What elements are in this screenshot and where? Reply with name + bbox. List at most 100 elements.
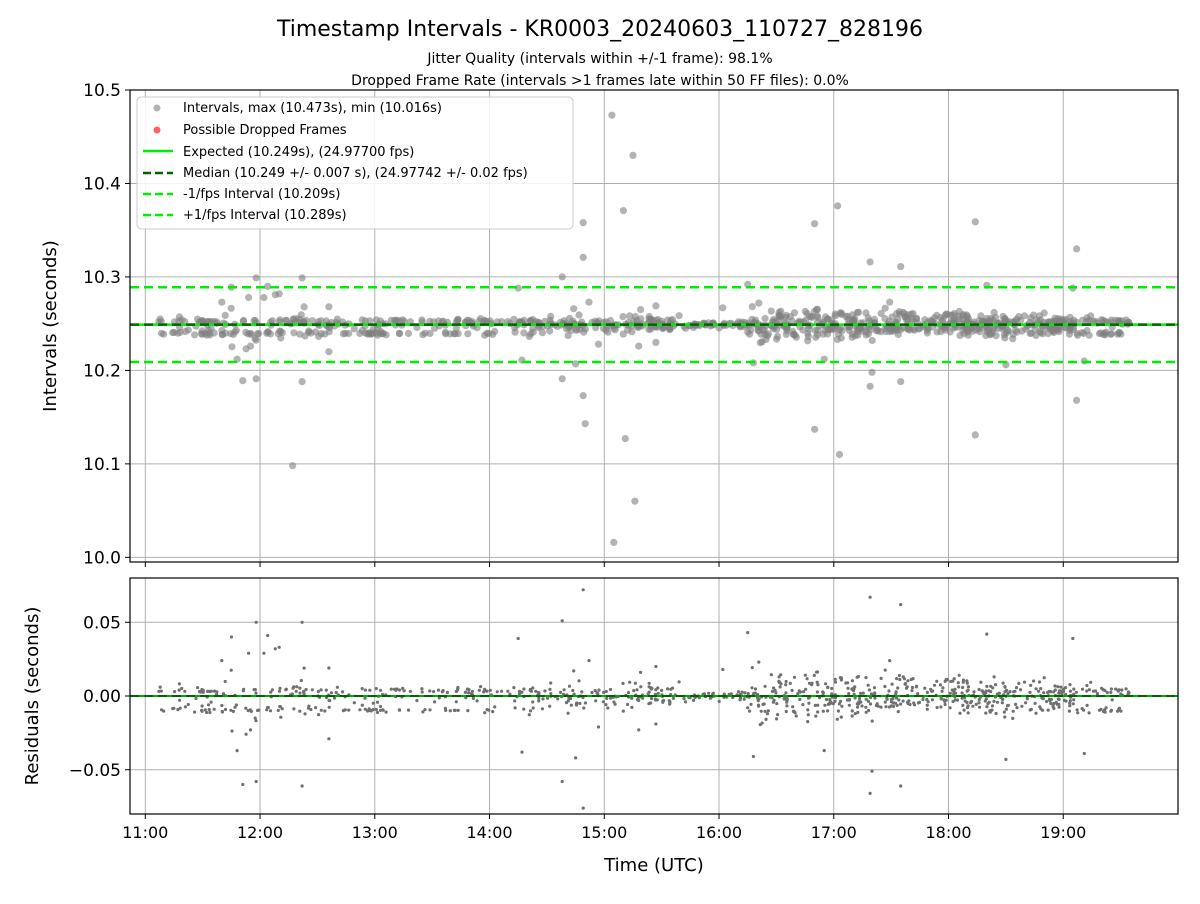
residual-point <box>621 709 625 713</box>
interval-point <box>1117 330 1125 338</box>
residual-point <box>782 696 786 700</box>
residual-point <box>1054 700 1058 704</box>
interval-point <box>1020 312 1029 320</box>
residual-point <box>938 683 943 687</box>
residual-point <box>1056 685 1060 689</box>
residual-point <box>1085 683 1089 688</box>
residual-point <box>856 702 861 706</box>
residual-point <box>883 700 887 704</box>
interval-point <box>971 218 979 226</box>
residual-point <box>1068 683 1072 687</box>
interval-point <box>619 207 628 215</box>
residual-point <box>826 709 830 713</box>
residual-point <box>513 699 517 703</box>
residual-point <box>310 688 314 692</box>
interval-point <box>350 325 358 333</box>
residual-point <box>856 705 860 709</box>
interval-point <box>240 316 248 324</box>
interval-point <box>575 311 583 319</box>
interval-point <box>992 332 1000 340</box>
residual-point <box>234 703 238 707</box>
residual-point <box>925 707 929 711</box>
residual-point <box>581 806 585 810</box>
residual-point <box>176 708 180 712</box>
residual-point <box>910 685 915 690</box>
residual-point <box>806 713 810 717</box>
residual-point <box>807 681 812 685</box>
residual-point <box>1114 687 1118 691</box>
residual-point <box>1041 697 1045 701</box>
residual-point <box>1046 708 1050 712</box>
residual-point <box>794 714 798 718</box>
interval-point <box>395 330 404 338</box>
residual-point <box>212 689 217 693</box>
interval-point <box>392 317 400 325</box>
residual-point <box>1044 699 1049 704</box>
residual-point <box>777 675 781 679</box>
residual-point <box>632 689 636 693</box>
x-tick-label: 13:00 <box>352 823 398 842</box>
residual-point <box>866 683 870 687</box>
chart-subtitle-jitter: Jitter Quality (intervals within +/-1 fr… <box>426 51 772 67</box>
interval-point <box>333 315 341 323</box>
residual-point <box>292 707 296 711</box>
residual-point <box>785 704 789 708</box>
interval-point <box>862 309 870 317</box>
residual-point <box>915 684 919 688</box>
residuals-y-tick-label: −0.05 <box>69 761 121 781</box>
residual-point <box>1001 697 1005 702</box>
residual-point <box>421 710 425 714</box>
interval-point <box>221 311 229 319</box>
residual-point <box>198 690 203 694</box>
residual-point <box>1029 707 1033 712</box>
residual-point <box>371 708 375 712</box>
residual-point <box>273 647 277 651</box>
residual-point <box>266 633 270 638</box>
residual-point <box>769 673 773 677</box>
residual-point <box>379 688 383 692</box>
residual-point <box>1001 681 1005 685</box>
residual-point <box>1029 683 1033 688</box>
residual-point <box>649 696 654 701</box>
residual-point <box>906 702 910 706</box>
residual-point <box>847 692 851 696</box>
residual-point <box>433 700 437 704</box>
residual-point <box>961 685 965 690</box>
residual-point <box>977 701 981 705</box>
residual-point <box>483 687 487 692</box>
residual-point <box>798 697 802 702</box>
residual-point <box>304 687 308 692</box>
interval-point <box>252 336 260 344</box>
residual-point <box>791 705 795 709</box>
residual-point <box>485 689 489 693</box>
residual-point <box>1034 687 1038 691</box>
residual-point <box>1099 707 1103 711</box>
residual-point <box>911 677 915 681</box>
residual-point <box>298 691 302 695</box>
residual-point <box>448 709 452 713</box>
interval-point <box>297 311 305 319</box>
residual-point <box>1003 690 1007 694</box>
x-tick-label: 14:00 <box>466 823 512 842</box>
residual-point <box>569 703 573 707</box>
residual-point <box>1060 692 1064 696</box>
residual-point <box>1038 705 1042 709</box>
interval-point <box>599 324 608 332</box>
interval-point <box>450 330 458 338</box>
residual-point <box>764 717 768 722</box>
interval-point <box>564 331 572 340</box>
residual-point <box>177 682 181 686</box>
residual-point <box>750 686 754 690</box>
residual-point <box>177 688 181 692</box>
interval-point <box>246 342 255 350</box>
residual-point <box>397 708 402 712</box>
interval-point <box>930 314 939 322</box>
residual-point <box>560 779 564 784</box>
intervals-y-tick-label: 10.4 <box>83 174 121 194</box>
residual-point <box>157 689 161 694</box>
intervals-legend: Intervals, max (10.473s), min (10.016s) … <box>136 96 574 230</box>
interval-point <box>854 326 863 334</box>
residual-point <box>850 714 854 718</box>
residual-point <box>520 750 524 754</box>
residual-point <box>374 687 378 691</box>
